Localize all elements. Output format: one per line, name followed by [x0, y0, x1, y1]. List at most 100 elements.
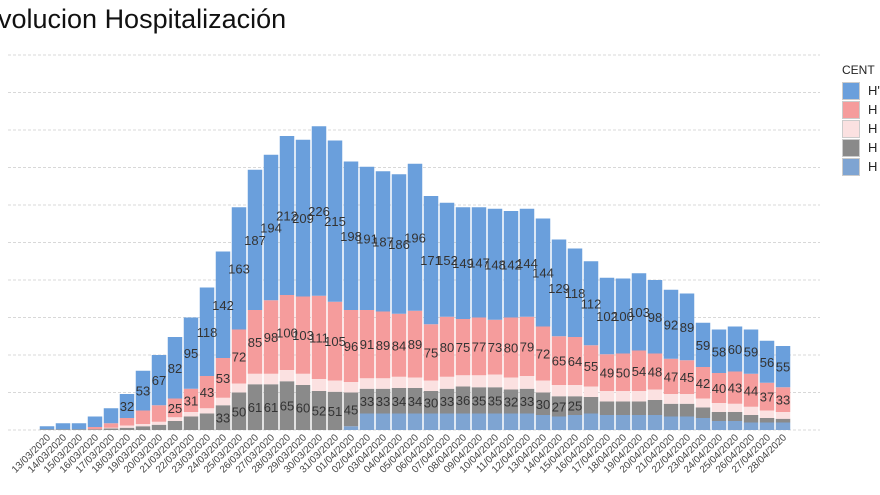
bar-segment	[663, 394, 679, 404]
data-label: 60	[728, 342, 742, 357]
bar-segment	[263, 154, 279, 301]
data-label: 25	[168, 401, 182, 416]
bar-segment	[71, 429, 87, 430]
bar-segment	[391, 174, 407, 314]
bar-segment	[647, 389, 663, 400]
data-label: 89	[376, 338, 390, 353]
bar-segment	[695, 398, 711, 408]
bar-segment	[295, 373, 311, 385]
bar-segment	[327, 391, 343, 430]
legend-label: H	[868, 159, 878, 174]
data-label: 40	[712, 381, 726, 396]
data-label: 61	[248, 400, 262, 415]
bar-segment	[279, 381, 295, 430]
data-label: 149	[452, 256, 474, 271]
bar-segment	[503, 389, 519, 414]
data-label: 27	[552, 399, 566, 414]
bar-segment	[311, 391, 327, 430]
bar-segment	[247, 384, 263, 430]
bar-segment	[583, 345, 599, 387]
bar-segment	[327, 380, 343, 392]
legend-item: H	[842, 100, 880, 119]
bar-segment	[759, 422, 775, 430]
bar-segment	[327, 140, 343, 302]
bar-segment	[631, 273, 647, 351]
bar-segment	[87, 429, 103, 430]
data-label: 144	[532, 266, 554, 281]
bar-segment	[167, 337, 183, 399]
data-label: 36	[456, 393, 470, 408]
data-label: 187	[244, 233, 266, 248]
bar-segment	[439, 388, 455, 414]
bar-segment	[199, 413, 215, 430]
data-label: 142	[212, 298, 234, 313]
data-label: 54	[632, 364, 646, 379]
data-label: 51	[328, 404, 342, 419]
data-label: 215	[324, 214, 346, 229]
data-label: 89	[408, 337, 422, 352]
data-label: 58	[712, 344, 726, 359]
bar-segment	[519, 208, 535, 317]
chart-title: volucion Hospitalización	[0, 4, 287, 34]
bar-segment	[567, 415, 583, 430]
data-label: 209	[292, 211, 314, 226]
data-label: 33	[376, 394, 390, 409]
bar-segment	[551, 336, 567, 385]
bar-segment	[503, 317, 519, 378]
data-label: 98	[648, 310, 662, 325]
data-label: 50	[616, 365, 630, 380]
bar-segment	[471, 413, 487, 430]
data-label: 102	[596, 309, 618, 324]
bar-segment	[727, 421, 743, 430]
data-label: 59	[696, 338, 710, 353]
bar-segment	[695, 367, 711, 399]
data-label: 129	[548, 281, 570, 296]
legend-key	[842, 100, 860, 119]
bar-segment	[551, 416, 567, 430]
bar-segment	[263, 300, 279, 374]
data-label: 55	[584, 359, 598, 374]
data-label: 191	[356, 231, 378, 246]
data-label: 186	[388, 237, 410, 252]
bar-segment	[775, 422, 791, 430]
data-label: 53	[216, 371, 230, 386]
bar-segment	[439, 376, 455, 389]
bar-segment	[231, 207, 247, 330]
data-label: 30	[536, 397, 550, 412]
bar-segment	[599, 401, 615, 415]
bar-segment	[631, 350, 647, 391]
bar-segment	[679, 403, 695, 417]
bar-segment	[727, 403, 743, 412]
bar-segment	[503, 413, 519, 430]
bar-segment	[551, 396, 567, 417]
data-label: 73	[488, 340, 502, 355]
bar-segment	[167, 398, 183, 418]
bar-segment	[375, 413, 391, 430]
bar-segment	[231, 383, 247, 393]
bar-segment	[103, 423, 119, 428]
bar-segment	[663, 416, 679, 430]
data-label: 33	[216, 411, 230, 426]
bar-segment	[743, 422, 759, 430]
bar-segment	[295, 385, 311, 430]
bar-segment	[487, 208, 503, 320]
bar-segment	[519, 388, 535, 414]
bar-segment	[711, 403, 727, 412]
bar-segment	[455, 413, 471, 430]
bar-segment	[183, 317, 199, 389]
data-label: 45	[680, 370, 694, 385]
bar-segment	[151, 355, 167, 406]
bar-segment	[599, 415, 615, 430]
data-label: 100	[276, 326, 298, 341]
bar-segment	[295, 139, 311, 297]
bar-segment	[567, 396, 583, 415]
bar-segment	[119, 394, 135, 418]
bar-segment	[711, 373, 727, 403]
data-label: 226	[308, 204, 330, 219]
bar-segment	[519, 316, 535, 376]
bar-segment	[327, 301, 343, 381]
bar-segment	[247, 310, 263, 374]
bar-segment	[407, 310, 423, 378]
data-label: 50	[232, 404, 246, 419]
bar-segment	[135, 370, 151, 411]
